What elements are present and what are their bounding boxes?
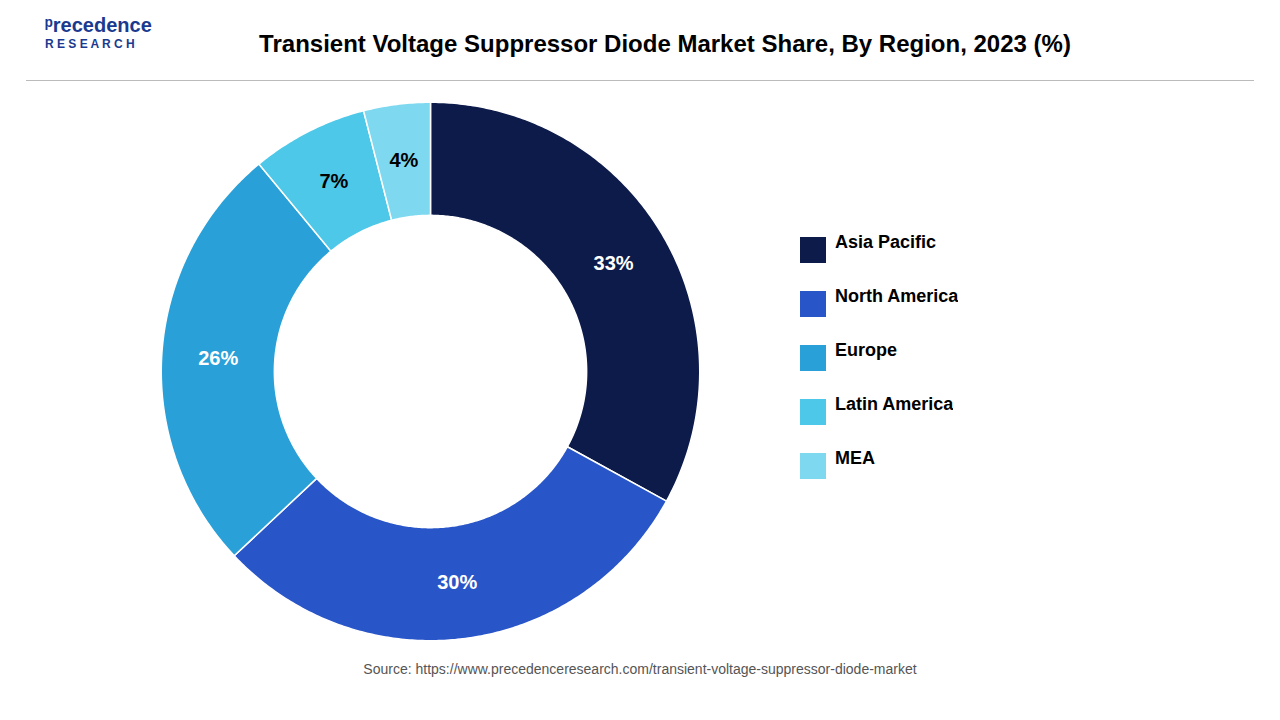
html-text:Transient Voltage Suppressor D: Transient Voltage Suppressor Diode Marke… — [259, 30, 1071, 57]
html-text:Source: https://www.precedence: Source: https://www.precedenceresearch.c… — [363, 661, 917, 677]
html-text:ᵖrecedence: ᵖrecedence — [45, 14, 152, 36]
html-text:R E S E A R C H: R E S E A R C H — [45, 37, 135, 51]
html-text:Asia Pacific: Asia Pacific — [835, 231, 937, 252]
html-text:North America: North America — [835, 285, 959, 306]
svg-text:7%: 7% — [319, 170, 348, 192]
html-text:MEA: MEA — [835, 447, 875, 468]
html-text:Europe: Europe — [835, 339, 897, 360]
svg-text:30%: 30% — [437, 571, 477, 593]
svg-text:26%: 26% — [198, 347, 238, 369]
svg-text:33%: 33% — [594, 252, 634, 274]
html-text:Latin America: Latin America — [835, 393, 954, 414]
svg-text:4%: 4% — [389, 149, 418, 171]
